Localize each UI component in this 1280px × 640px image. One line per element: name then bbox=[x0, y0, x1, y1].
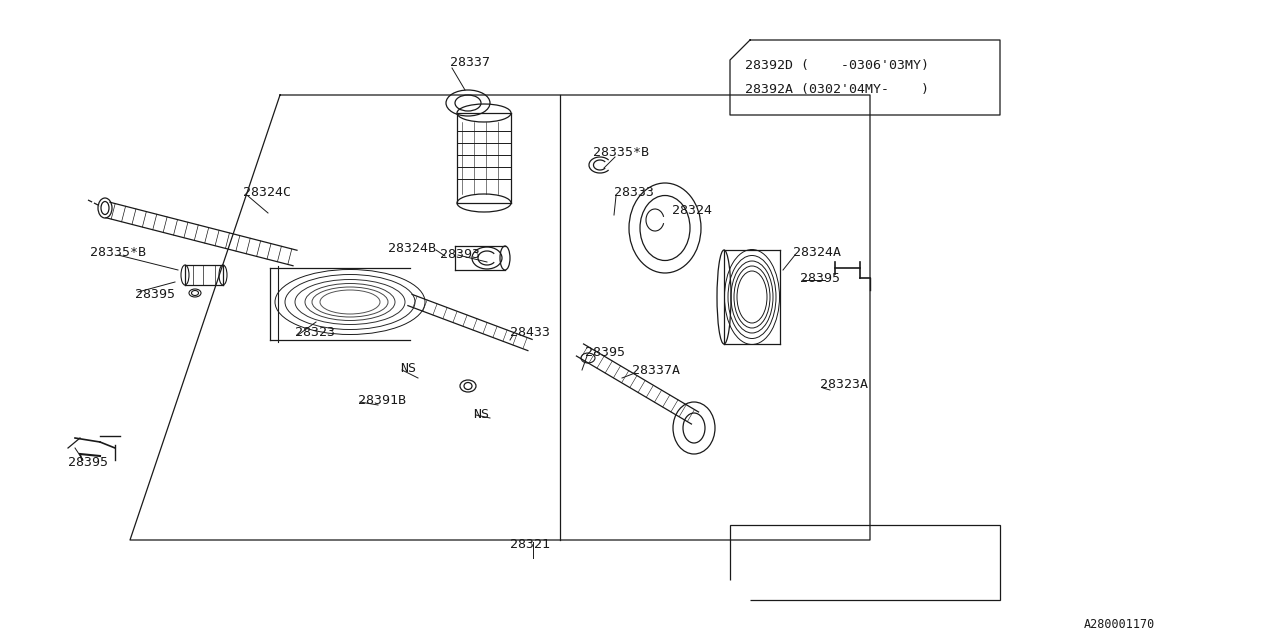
Text: 28392A (0302'04MY-    ): 28392A (0302'04MY- ) bbox=[745, 83, 929, 97]
Text: A280001170: A280001170 bbox=[1084, 618, 1155, 632]
Text: 28395: 28395 bbox=[68, 456, 108, 468]
Text: 28395: 28395 bbox=[800, 271, 840, 285]
Text: 28391B: 28391B bbox=[358, 394, 406, 406]
Text: 28333: 28333 bbox=[614, 186, 654, 198]
Text: 28337A: 28337A bbox=[632, 364, 680, 376]
Text: 28335*B: 28335*B bbox=[90, 246, 146, 259]
Text: 28433: 28433 bbox=[509, 326, 550, 339]
Text: NS: NS bbox=[399, 362, 416, 374]
Text: 28324B: 28324B bbox=[388, 241, 436, 255]
Text: 28324: 28324 bbox=[672, 204, 712, 216]
Text: 28321: 28321 bbox=[509, 538, 550, 552]
Text: 28392D (    -0306'03MY): 28392D ( -0306'03MY) bbox=[745, 58, 929, 72]
Text: 28335*B: 28335*B bbox=[593, 145, 649, 159]
Text: 28395: 28395 bbox=[585, 346, 625, 360]
Text: 28337: 28337 bbox=[451, 56, 490, 70]
Text: 28324A: 28324A bbox=[794, 246, 841, 259]
Text: 28395: 28395 bbox=[134, 287, 175, 301]
Text: 28323: 28323 bbox=[294, 326, 335, 339]
Text: 28324C: 28324C bbox=[243, 186, 291, 198]
Text: 28393: 28393 bbox=[440, 248, 480, 262]
Text: 28323A: 28323A bbox=[820, 378, 868, 392]
Text: NS: NS bbox=[474, 408, 489, 422]
